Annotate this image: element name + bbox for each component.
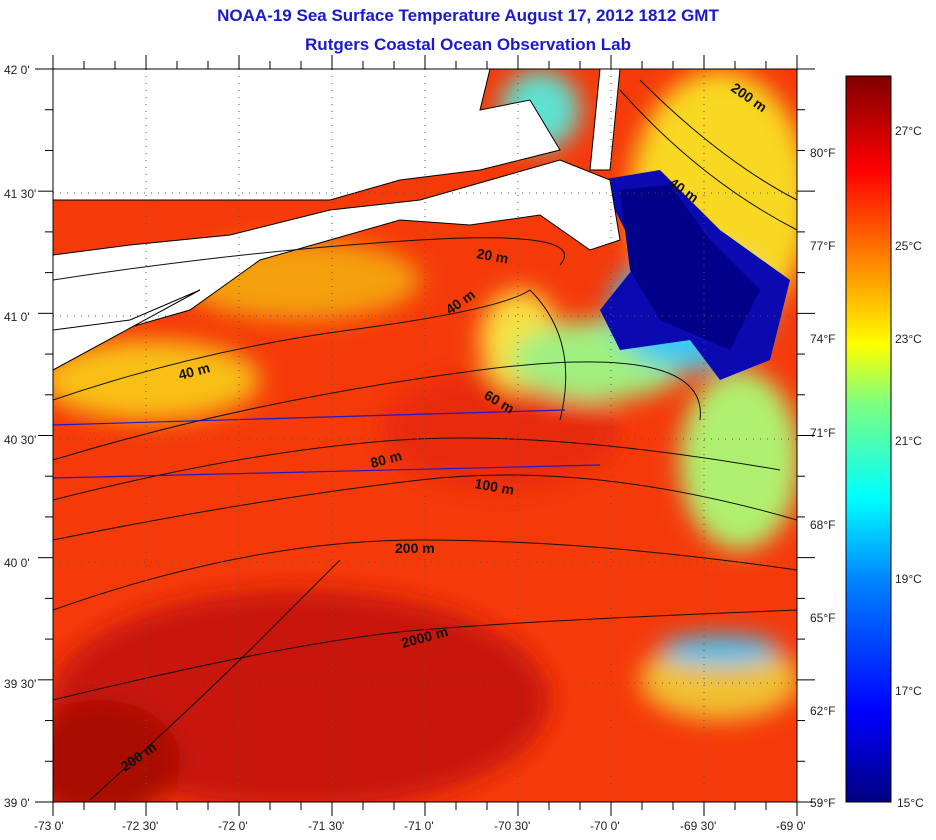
svg-text:-70 0': -70 0'	[590, 819, 620, 833]
svg-text:100 m: 100 m	[473, 475, 515, 498]
svg-text:39 30': 39 30'	[4, 677, 36, 691]
celsius-labels: 27°C 25°C 23°C 21°C 19°C 17°C 15°C	[895, 124, 924, 810]
svg-text:25°C: 25°C	[895, 239, 922, 253]
svg-text:-69 30': -69 30'	[680, 819, 716, 833]
svg-text:-73 0': -73 0'	[34, 819, 64, 833]
svg-text:40 0': 40 0'	[4, 556, 30, 570]
svg-text:77°F: 77°F	[810, 239, 835, 253]
map-title: NOAA-19 Sea Surface Temperature August 1…	[217, 6, 719, 25]
svg-text:20 m: 20 m	[475, 245, 509, 266]
longitude-labels: -73 0' -72 30' -72 0' -71 30' -71 0' -70…	[34, 819, 806, 833]
svg-text:-72 30': -72 30'	[122, 819, 158, 833]
svg-text:-71 30': -71 30'	[308, 819, 344, 833]
svg-text:-69 0': -69 0'	[776, 819, 806, 833]
svg-text:41 30': 41 30'	[4, 187, 36, 201]
svg-text:200 m: 200 m	[395, 540, 435, 556]
sst-field: 20 m 40 m 40 m 40 m 60 m 80 m 100 m 200 …	[53, 69, 797, 802]
svg-text:15°C: 15°C	[897, 796, 924, 810]
svg-text:27°C: 27°C	[895, 124, 922, 138]
map-subtitle: Rutgers Coastal Ocean Observation Lab	[305, 35, 631, 54]
svg-text:62°F: 62°F	[810, 704, 835, 718]
svg-text:21°C: 21°C	[895, 434, 922, 448]
latitude-labels: 42 0' 41 30' 41 0' 40 30' 40 0' 39 30' 3…	[4, 63, 36, 810]
svg-text:40 m: 40 m	[177, 359, 212, 383]
svg-text:41 0': 41 0'	[4, 310, 30, 324]
svg-text:42 0': 42 0'	[4, 63, 30, 77]
svg-text:40 30': 40 30'	[4, 433, 36, 447]
svg-text:39 0': 39 0'	[4, 796, 30, 810]
svg-text:-72 0': -72 0'	[218, 819, 248, 833]
svg-text:80 m: 80 m	[369, 447, 404, 471]
svg-text:74°F: 74°F	[810, 332, 835, 346]
svg-text:-70 30': -70 30'	[494, 819, 530, 833]
land-coastline	[53, 159, 621, 331]
graticule	[53, 69, 797, 802]
colorbar	[845, 75, 892, 803]
svg-text:23°C: 23°C	[895, 332, 922, 346]
svg-text:19°C: 19°C	[895, 572, 922, 586]
transect-lines	[53, 409, 601, 479]
bathymetry-contours	[53, 79, 797, 801]
svg-text:17°C: 17°C	[895, 684, 922, 698]
svg-text:71°F: 71°F	[810, 426, 835, 440]
svg-text:-71 0': -71 0'	[404, 819, 434, 833]
svg-text:80°F: 80°F	[810, 146, 835, 160]
svg-text:65°F: 65°F	[810, 611, 835, 625]
svg-text:59°F: 59°F	[810, 796, 835, 810]
svg-text:68°F: 68°F	[810, 518, 835, 532]
fahrenheit-labels: 80°F 77°F 74°F 71°F 68°F 65°F 62°F 59°F	[810, 146, 835, 810]
